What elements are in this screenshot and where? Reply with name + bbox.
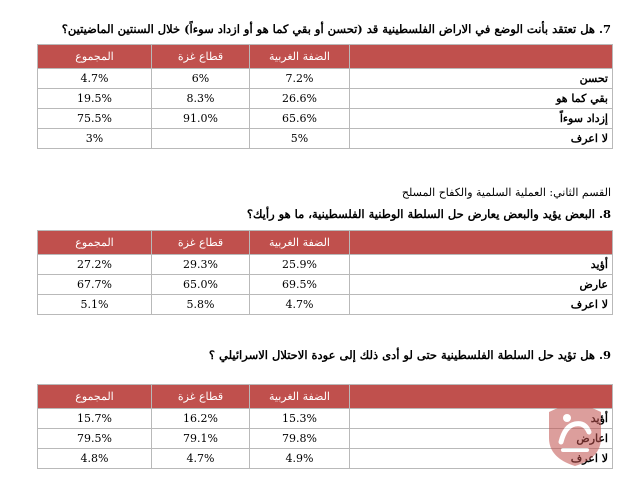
q7-title: 7. هل تعتقد بأنت الوضع في الاراض الفلسطي… <box>61 22 611 36</box>
cell-gaza: 91.0% <box>151 108 250 129</box>
cell-west-bank: 15.3% <box>249 408 350 429</box>
cell-west-bank: 7.2% <box>249 68 350 89</box>
header-gaza: قطاع غزة <box>151 384 250 409</box>
table-row: لا اعرف 4.9% 4.7% 4.8% <box>37 448 613 469</box>
row-label: لا اعرف <box>349 294 613 315</box>
q8-title: 8. البعض يؤيد والبعض يعارض حل السلطة الو… <box>246 207 611 221</box>
maan-logo-icon <box>549 400 601 466</box>
table-row: لا اعرف 5% 3% <box>37 128 613 149</box>
table-header-row: الضفة الغربية قطاع غزة المجموع <box>37 384 613 409</box>
header-gaza: قطاع غزة <box>151 230 250 255</box>
cell-total: 4.8% <box>37 448 152 469</box>
cell-west-bank: 79.8% <box>249 428 350 449</box>
cell-gaza: 29.3% <box>151 254 250 275</box>
header-blank <box>349 230 613 255</box>
cell-gaza: 79.1% <box>151 428 250 449</box>
cell-west-bank: 65.6% <box>249 108 350 129</box>
cell-total: 5.1% <box>37 294 152 315</box>
header-blank <box>349 44 613 69</box>
q9-title: 9. هل تؤيد حل السلطة الفلسطينية حتى لو أ… <box>208 348 611 362</box>
table-row: تحسن 7.2% 6% 4.7% <box>37 68 613 89</box>
cell-total: 75.5% <box>37 108 152 129</box>
cell-gaza: 16.2% <box>151 408 250 429</box>
cell-gaza: 4.7% <box>151 448 250 469</box>
header-west-bank: الضفة الغربية <box>249 44 350 69</box>
cell-gaza: 65.0% <box>151 274 250 295</box>
table-row: إزداد سوءاً 65.6% 91.0% 75.5% <box>37 108 613 129</box>
cell-total: 3% <box>37 128 152 149</box>
q7-table: الضفة الغربية قطاع غزة المجموع تحسن 7.2%… <box>37 44 613 149</box>
cell-total: 27.2% <box>37 254 152 275</box>
row-label: لا اعرف <box>349 128 613 149</box>
table-row: اعارض 79.8% 79.1% 79.5% <box>37 428 613 449</box>
cell-total: 15.7% <box>37 408 152 429</box>
row-label: عارض <box>349 274 613 295</box>
header-total: المجموع <box>37 230 152 255</box>
table-row: أؤيد 25.9% 29.3% 27.2% <box>37 254 613 275</box>
cell-west-bank: 4.9% <box>249 448 350 469</box>
table-row: بقي كما هو 26.6% 8.3% 19.5% <box>37 88 613 109</box>
header-total: المجموع <box>37 44 152 69</box>
row-label: إزداد سوءاً <box>349 108 613 129</box>
cell-west-bank: 5% <box>249 128 350 149</box>
table-row: لا اعرف 4.7% 5.8% 5.1% <box>37 294 613 315</box>
cell-west-bank: 25.9% <box>249 254 350 275</box>
cell-west-bank: 69.5% <box>249 274 350 295</box>
table-row: أؤيد 15.3% 16.2% 15.7% <box>37 408 613 429</box>
cell-gaza: 6% <box>151 68 250 89</box>
row-label: بقي كما هو <box>349 88 613 109</box>
cell-total: 19.5% <box>37 88 152 109</box>
header-blank <box>349 384 613 409</box>
cell-total: 79.5% <box>37 428 152 449</box>
cell-total: 67.7% <box>37 274 152 295</box>
q9-table: الضفة الغربية قطاع غزة المجموع أؤيد 15.3… <box>37 384 613 469</box>
cell-gaza: 8.3% <box>151 88 250 109</box>
cell-gaza <box>151 128 250 149</box>
cell-total: 4.7% <box>37 68 152 89</box>
row-label: تحسن <box>349 68 613 89</box>
table-header-row: الضفة الغربية قطاع غزة المجموع <box>37 230 613 255</box>
row-label: أؤيد <box>349 254 613 275</box>
cell-gaza: 5.8% <box>151 294 250 315</box>
header-total: المجموع <box>37 384 152 409</box>
cell-west-bank: 26.6% <box>249 88 350 109</box>
cell-west-bank: 4.7% <box>249 294 350 315</box>
q8-table: الضفة الغربية قطاع غزة المجموع أؤيد 25.9… <box>37 230 613 315</box>
header-gaza: قطاع غزة <box>151 44 250 69</box>
table-header-row: الضفة الغربية قطاع غزة المجموع <box>37 44 613 69</box>
header-west-bank: الضفة الغربية <box>249 230 350 255</box>
table-row: عارض 69.5% 65.0% 67.7% <box>37 274 613 295</box>
header-west-bank: الضفة الغربية <box>249 384 350 409</box>
section-title: القسم الثاني: العملية السلمية والكفاح ال… <box>401 186 611 199</box>
